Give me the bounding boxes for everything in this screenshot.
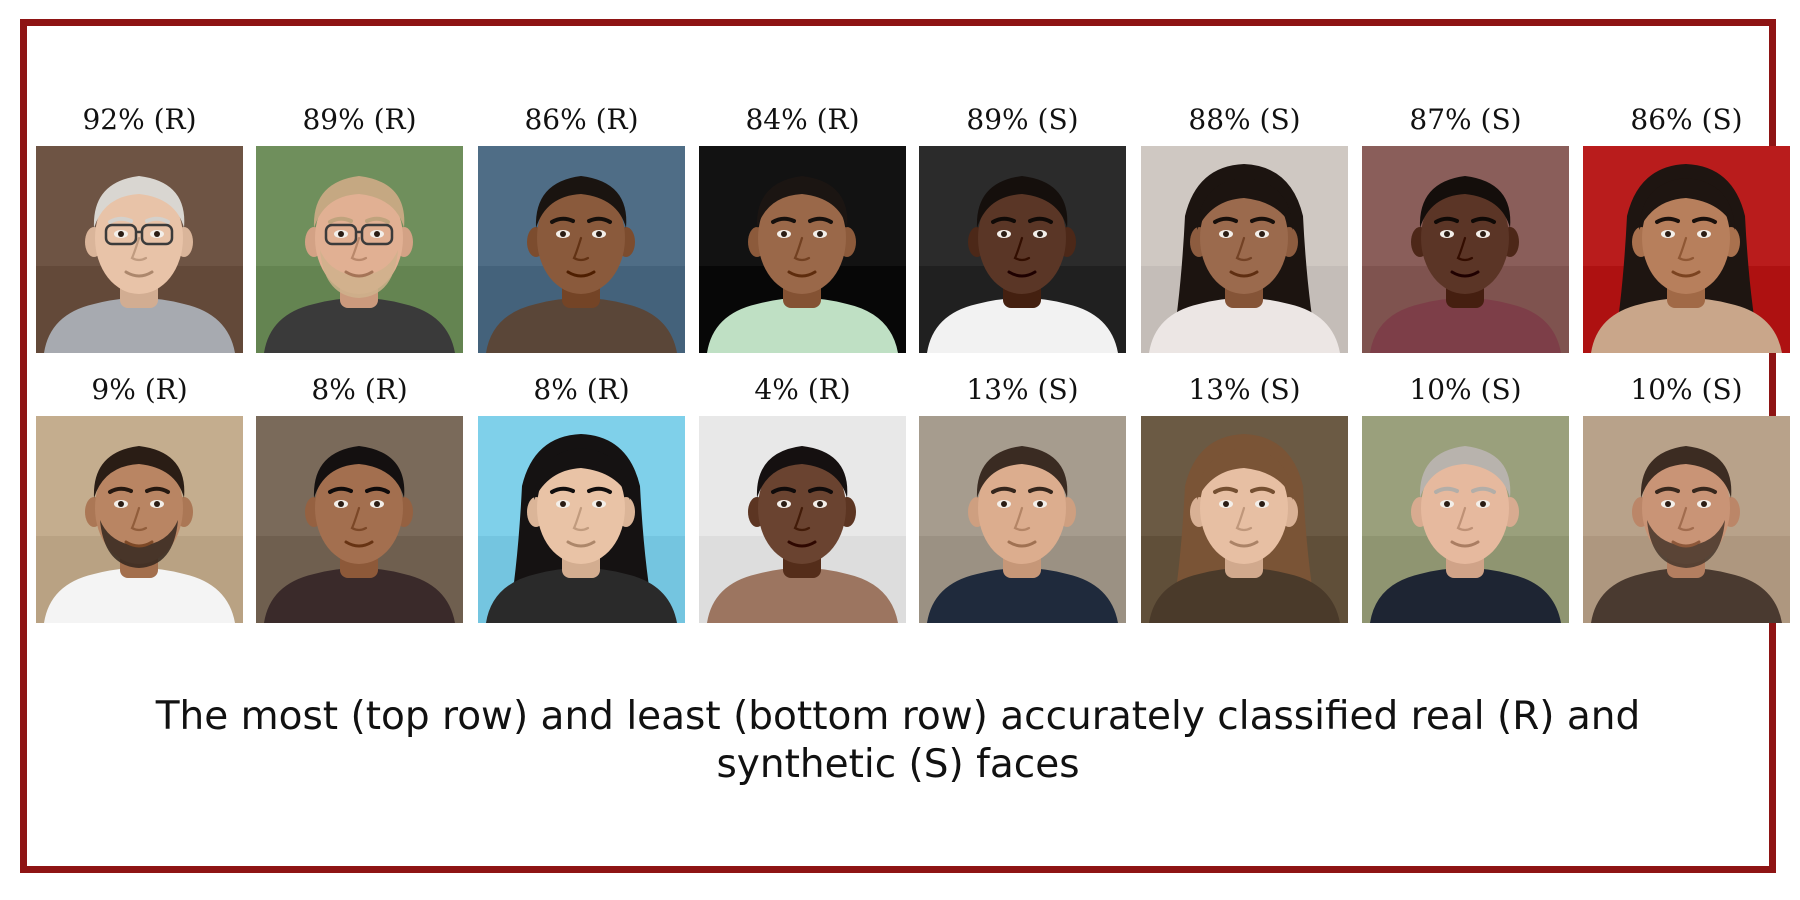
face-portrait-illustration [36, 416, 243, 623]
accuracy-label: 88% (S) [1188, 103, 1301, 136]
bottom-row: 9% (R) 8% (R) 8% (R) 4% (R) 13% (S) 13% (S) 10… [36, 364, 1790, 634]
face-portrait-illustration [256, 416, 463, 623]
bottom-row-cell: 10% (S) [1583, 364, 1790, 623]
bottom-row-cell: 9% (R) [36, 364, 243, 623]
face-image [478, 146, 685, 353]
face-image [1583, 416, 1790, 623]
face-portrait-illustration [256, 146, 463, 353]
face-image [699, 146, 906, 353]
figure-caption: The most (top row) and least (bottom row… [27, 693, 1769, 789]
face-portrait-illustration [1583, 146, 1790, 353]
bottom-row-cell: 13% (S) [919, 364, 1126, 623]
bottom-row-cell: 4% (R) [699, 364, 906, 623]
accuracy-label: 86% (S) [1630, 103, 1743, 136]
caption-text: The most (top row) and least (bottom row… [155, 694, 1641, 787]
accuracy-label: 9% (R) [91, 373, 188, 406]
face-portrait-illustration [1141, 146, 1348, 353]
accuracy-label: 84% (R) [745, 103, 860, 136]
face-image [478, 416, 685, 623]
accuracy-label: 8% (R) [311, 373, 408, 406]
bottom-row-cell: 13% (S) [1141, 364, 1348, 623]
face-image [36, 146, 243, 353]
top-row-cell: 92% (R) [36, 94, 243, 353]
face-grid: 92% (R) 89% (R) 86% (R) 84% (R) 89% (S) 88% (… [36, 94, 1790, 634]
bottom-row-cell: 8% (R) [478, 364, 685, 623]
accuracy-label: 10% (S) [1630, 373, 1743, 406]
bottom-row-cell: 8% (R) [256, 364, 463, 623]
top-row-cell: 86% (R) [478, 94, 685, 353]
face-image [256, 146, 463, 353]
accuracy-label: 87% (S) [1409, 103, 1522, 136]
accuracy-label: 8% (R) [533, 373, 630, 406]
face-portrait-illustration [699, 416, 906, 623]
top-row-cell: 87% (S) [1362, 94, 1569, 353]
face-image [1362, 416, 1569, 623]
accuracy-label: 10% (S) [1409, 373, 1522, 406]
face-portrait-illustration [1141, 416, 1348, 623]
face-portrait-illustration [36, 146, 243, 353]
accuracy-label: 92% (R) [82, 103, 197, 136]
face-portrait-illustration [1362, 146, 1569, 353]
accuracy-label: 4% (R) [754, 373, 851, 406]
face-portrait-illustration [478, 146, 685, 353]
figure-frame: 92% (R) 89% (R) 86% (R) 84% (R) 89% (S) 88% (… [20, 19, 1790, 873]
face-portrait-illustration [919, 416, 1126, 623]
face-image [1141, 146, 1348, 353]
face-image [36, 416, 243, 623]
face-image [1362, 146, 1569, 353]
face-image [256, 416, 463, 623]
face-image [699, 416, 906, 623]
face-portrait-illustration [1583, 416, 1790, 623]
face-portrait-illustration [478, 416, 685, 623]
top-row: 92% (R) 89% (R) 86% (R) 84% (R) 89% (S) 88% (… [36, 94, 1790, 364]
face-image [1583, 146, 1790, 353]
accuracy-label: 13% (S) [966, 373, 1079, 406]
face-portrait-illustration [1362, 416, 1569, 623]
top-row-cell: 88% (S) [1141, 94, 1348, 353]
top-row-cell: 89% (S) [919, 94, 1126, 353]
accuracy-label: 86% (R) [524, 103, 639, 136]
face-image [919, 416, 1126, 623]
bottom-row-cell: 10% (S) [1362, 364, 1569, 623]
face-portrait-illustration [919, 146, 1126, 353]
top-row-cell: 84% (R) [699, 94, 906, 353]
top-row-cell: 89% (R) [256, 94, 463, 353]
accuracy-label: 89% (R) [302, 103, 417, 136]
face-portrait-illustration [699, 146, 906, 353]
top-row-cell: 86% (S) [1583, 94, 1790, 353]
accuracy-label: 13% (S) [1188, 373, 1301, 406]
face-image [1141, 416, 1348, 623]
accuracy-label: 89% (S) [966, 103, 1079, 136]
face-image [919, 146, 1126, 353]
